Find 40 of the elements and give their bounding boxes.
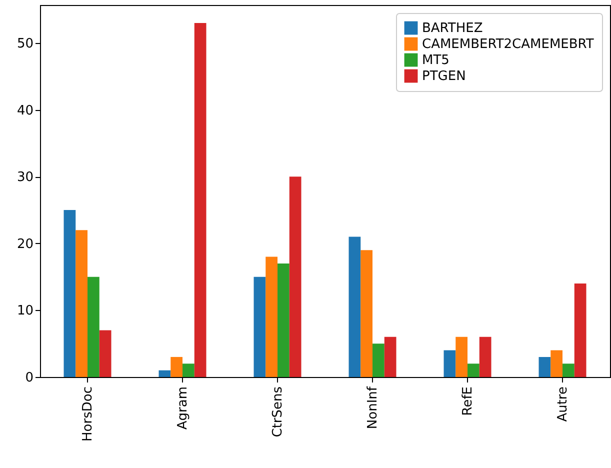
legend-label: PTGEN (422, 69, 466, 84)
legend-label: MT5 (422, 53, 450, 68)
bar (574, 284, 586, 377)
bar (562, 364, 574, 377)
y-tick-label: 50 (16, 36, 34, 52)
bar (194, 23, 206, 377)
x-tick-label: HorsDoc (80, 386, 96, 442)
x-tick-label: Agram (176, 386, 190, 430)
bar (550, 350, 562, 377)
bar (254, 276, 266, 377)
y-tick-label: 0 (25, 370, 34, 386)
legend-label: BARTHEZ (422, 21, 483, 36)
bar (348, 236, 361, 377)
y-tick-label: 30 (16, 170, 34, 186)
x-tick-label: CtrSens (270, 386, 286, 438)
bar (88, 276, 100, 377)
x-tick-label: Autre (556, 386, 570, 422)
bar (76, 230, 88, 377)
bar (479, 336, 492, 377)
bar (158, 370, 171, 377)
bar (468, 364, 480, 377)
y-tick-label: 40 (16, 103, 34, 118)
bar (278, 263, 290, 377)
bar (444, 350, 456, 377)
y-tick-label: 10 (16, 304, 34, 319)
bar (538, 356, 551, 377)
bar (170, 356, 182, 377)
x-tick-label: RefE (460, 386, 476, 416)
bar (372, 344, 384, 377)
bar (99, 330, 112, 377)
x-tick-label: NonInf (366, 386, 380, 430)
bar (384, 336, 396, 377)
bar (64, 210, 76, 377)
y-tick-label: 20 (16, 236, 34, 252)
bar (456, 336, 468, 377)
legend-label: CAMEMBERT2CAMEMEBRT (422, 37, 594, 52)
bar (289, 176, 302, 377)
bar (360, 250, 372, 377)
bar (266, 256, 278, 377)
bar (182, 364, 194, 377)
